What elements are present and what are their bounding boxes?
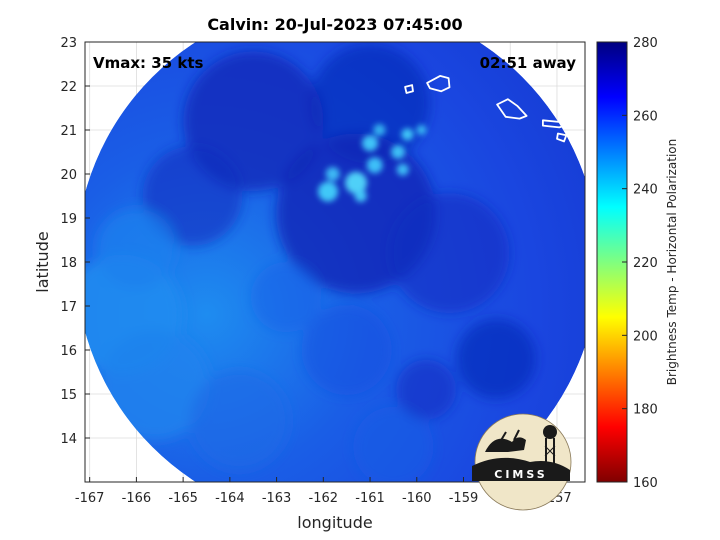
- x-tick-label: -163: [262, 491, 292, 506]
- swath-patch: [353, 406, 434, 482]
- colorbar-tick-label: 220: [633, 256, 658, 271]
- x-tick-label: -162: [309, 491, 339, 506]
- island-outline: [404, 84, 414, 94]
- x-tick-label: -161: [355, 491, 385, 506]
- colorbar-tick-label: 160: [633, 476, 658, 491]
- x-tick-label: -160: [402, 491, 432, 506]
- island-outline: [496, 98, 528, 120]
- logo-text: CIMSS: [494, 468, 547, 481]
- cold-cloud: [362, 135, 379, 152]
- cimss-logo: CIMSS: [472, 413, 572, 511]
- cold-cloud: [391, 145, 406, 159]
- y-tick-label: 16: [60, 344, 77, 359]
- colorbar: 160 180 200 220 240 260 280 Brightness Temp - …: [596, 36, 679, 491]
- y-tick-label: 22: [60, 80, 77, 95]
- cold-cloud: [354, 190, 367, 202]
- figure-title: Calvin: 20-Jul-2023 07:45:00: [207, 15, 462, 34]
- cold-cloud: [317, 181, 338, 202]
- swath-patch: [250, 262, 321, 333]
- microwave-swath: [85, 42, 585, 482]
- swath-patch: [100, 330, 211, 441]
- x-tick-label: -167: [75, 491, 105, 506]
- colorbar-tick-label: 240: [633, 183, 658, 198]
- y-tick-label: 17: [60, 300, 77, 315]
- cold-cloud: [416, 125, 427, 135]
- cold-cloud: [366, 157, 383, 174]
- y-tick-label: 21: [60, 124, 77, 139]
- colorbar-ticks: 160 180 200 220 240 260 280: [622, 36, 658, 491]
- swath-patch: [301, 305, 392, 395]
- island-outline: [556, 132, 568, 143]
- swath-patch: [310, 43, 431, 164]
- x-axis-label: longitude: [297, 513, 372, 532]
- swath-patch: [396, 359, 457, 420]
- swath-patch: [142, 146, 243, 246]
- y-tick-label: 23: [60, 36, 77, 51]
- island-coastlines: [404, 75, 571, 143]
- colorbar-tick-label: 200: [633, 329, 658, 344]
- y-tick-label: 18: [60, 256, 77, 271]
- cold-cloud: [401, 128, 414, 141]
- island-outline: [542, 119, 571, 129]
- x-tick-label: -166: [122, 491, 152, 506]
- x-tick-label: -165: [168, 491, 198, 506]
- colorbar-tick-label: 280: [633, 36, 658, 51]
- cold-cloud: [396, 163, 409, 176]
- y-tick-label: 14: [60, 432, 77, 447]
- swath-patch: [389, 193, 510, 314]
- cold-cloud: [325, 167, 340, 181]
- cold-cloud-features: [317, 124, 427, 202]
- y-tick-label: 20: [60, 168, 77, 183]
- swath-patch: [189, 370, 290, 471]
- x-tick-label: -164: [215, 491, 245, 506]
- swath-patch: [96, 208, 177, 289]
- island-outline: [426, 75, 451, 93]
- time-away-label: 02:51 away: [480, 54, 577, 72]
- x-tick-label: -159: [449, 491, 479, 506]
- swath-patch: [456, 318, 537, 399]
- vmax-label: Vmax: 35 kts: [93, 54, 203, 72]
- swath-texture: [85, 43, 537, 482]
- cold-cloud: [373, 124, 386, 136]
- map-plot-area: [85, 42, 585, 482]
- y-tick-label: 19: [60, 212, 77, 227]
- cold-cloud: [345, 171, 368, 194]
- colorbar-label: Brightness Temp - Horizontal Polarizatio…: [665, 139, 679, 386]
- y-axis-ticks: 14 15 16 17 18 19 20 21 22 23: [60, 36, 90, 447]
- colorbar-tick-label: 180: [633, 403, 658, 418]
- colorbar-tick-label: 260: [633, 109, 658, 124]
- y-axis-label: latitude: [33, 231, 52, 292]
- y-tick-label: 15: [60, 388, 77, 403]
